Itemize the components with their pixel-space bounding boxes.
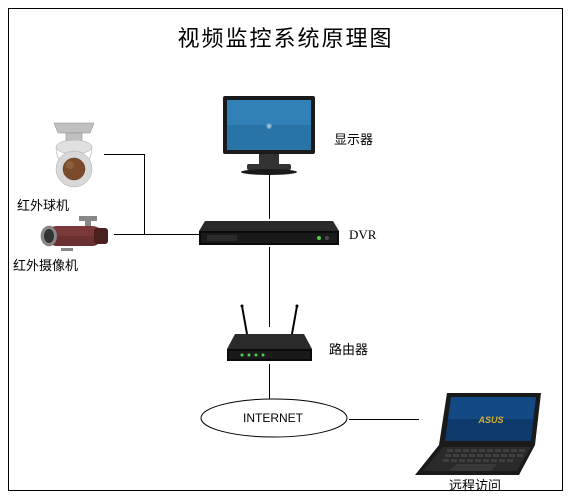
internet-label: INTERNET [243,411,303,425]
svg-text:ASUS: ASUS [477,415,503,425]
dome-camera-label: 红外球机 [17,195,69,214]
edge-monitor-dvr [269,175,270,219]
edge-bullet-junction [114,234,144,235]
bullet-camera-icon [39,214,114,252]
router-icon [227,304,312,364]
dvr-icon [199,219,339,247]
laptop-icon: ASUS [409,389,549,479]
laptop-label: 远程访问 [449,475,501,494]
router-label: 路由器 [329,339,368,358]
edge-router-internet [269,364,270,399]
monitor-label: 显示器 [334,129,373,148]
monitor-icon: ◉ [219,94,319,176]
bullet-camera-label: 红外摄像机 [13,255,78,274]
diagram-title: 视频监控系统原理图 [9,21,562,53]
dvr-label: DVR [349,227,376,243]
svg-text:◉: ◉ [266,122,272,130]
diagram-frame: 视频监控系统原理图 红外球机 红外摄像机 [8,8,563,491]
edge-dome-junction [104,154,144,155]
edge-junction-dvr [144,234,199,235]
dome-camera-icon [44,119,104,189]
edge-cameras-junction [144,154,145,234]
